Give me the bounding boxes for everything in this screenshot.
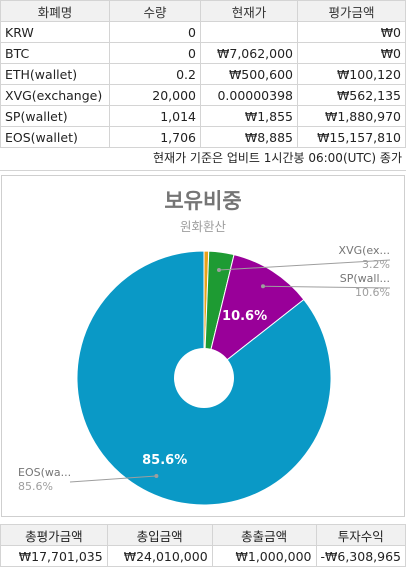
cell-currency: XVG(exchange) <box>0 84 110 106</box>
callout-name-3: EOS(wa... <box>18 466 71 479</box>
header-price: 현재가 <box>200 0 298 22</box>
cell-currency: BTC <box>0 42 110 64</box>
callout-dot-1 <box>217 268 221 272</box>
table-row: KRW 0 ₩0 <box>0 21 406 43</box>
callout-line-1 <box>218 259 391 271</box>
summary-value-row: ₩17,701,035 ₩24,010,000 ₩1,000,000 -₩6,3… <box>0 545 406 567</box>
table-row: SP(wallet) 1,014 ₩1,855 ₩1,880,970 <box>0 105 406 127</box>
cell-value: ₩562,135 <box>297 84 406 106</box>
summary-header-total-deposit: 총입금액 <box>106 524 213 546</box>
summary-total-withdraw: ₩1,000,000 <box>211 545 317 567</box>
callout-line-3 <box>69 475 157 483</box>
cell-currency: EOS(wallet) <box>0 126 110 148</box>
callout-pct-1: 3.2% <box>362 258 390 271</box>
header-value: 평가금액 <box>297 0 406 22</box>
table-row: BTC 0 ₩7,062,000 ₩0 <box>0 42 406 64</box>
cell-quantity: 1,706 <box>109 126 201 148</box>
cell-quantity: 0 <box>109 42 201 64</box>
cell-quantity: 0.2 <box>109 63 201 85</box>
cell-price: ₩7,062,000 <box>200 42 298 64</box>
summary-header-total-value: 총평가금액 <box>0 524 108 546</box>
slice-pct-label-3: 85.6% <box>142 453 187 468</box>
summary-total-deposit: ₩24,010,000 <box>106 545 213 567</box>
summary-header-total-withdraw: 총출금액 <box>211 524 317 546</box>
cell-quantity: 20,000 <box>109 84 201 106</box>
cell-value: ₩1,880,970 <box>297 105 406 127</box>
cell-value: ₩100,120 <box>297 63 406 85</box>
cell-currency: ETH(wallet) <box>0 63 110 85</box>
cell-value: ₩0 <box>297 42 406 64</box>
callout-dot-3 <box>154 474 159 478</box>
callout-line-2 <box>262 285 391 289</box>
table-row: ETH(wallet) 0.2 ₩500,600 ₩100,120 <box>0 63 406 85</box>
cell-price: ₩500,600 <box>200 63 298 85</box>
header-currency: 화폐명 <box>0 0 110 22</box>
pie-slice-3 <box>76 250 332 506</box>
cell-value: ₩15,157,810 <box>297 126 406 148</box>
summary-header-row: 총평가금액 총입금액 총출금액 투자수익 <box>0 524 406 546</box>
table-row: EOS(wallet) 1,706 ₩8,885 ₩15,157,810 <box>0 126 406 148</box>
chart-title: 보유비중 <box>164 189 241 213</box>
cell-currency: KRW <box>0 21 110 43</box>
cell-value: ₩0 <box>297 21 406 43</box>
cell-price: 0.00000398 <box>200 84 298 106</box>
holdings-header-row: 화폐명 수량 현재가 평가금액 <box>0 0 406 22</box>
holdings-table: 화폐명 수량 현재가 평가금액 KRW 0 ₩0 BTC 0 ₩7,062,00… <box>0 0 406 148</box>
cell-quantity: 1,014 <box>109 105 201 127</box>
price-basis-note: 현재가 기준은 업비트 1시간봉 06:00(UTC) 종가 <box>0 146 406 171</box>
header-quantity: 수량 <box>109 0 201 22</box>
summary-header-profit: 투자수익 <box>315 524 406 546</box>
cell-quantity: 0 <box>109 21 201 43</box>
holdings-pie-chart: 보유비중 원화환산 10.6% 85.6% XVG(ex... 3.2% SP(wall… <box>1 175 405 517</box>
cell-price: ₩1,855 <box>200 105 298 127</box>
table-row: XVG(exchange) 20,000 0.00000398 ₩562,135 <box>0 84 406 106</box>
cell-price: ₩8,885 <box>200 126 298 148</box>
donut-hole <box>174 348 234 408</box>
slice-pct-label-2: 10.6% <box>222 309 267 324</box>
pie-slice-2 <box>203 253 305 380</box>
summary-total-value: ₩17,701,035 <box>0 545 108 567</box>
callout-pct-2: 10.6% <box>355 286 390 299</box>
chart-subtitle: 원화환산 <box>180 219 227 234</box>
callout-name-2: SP(wall... <box>340 272 390 285</box>
cell-currency: SP(wallet) <box>0 105 110 127</box>
callout-pct-3: 85.6% <box>18 480 53 493</box>
summary-profit: -₩6,308,965 <box>315 545 406 567</box>
summary-table: 총평가금액 총입금액 총출금액 투자수익 ₩17,701,035 ₩24,010… <box>0 524 406 567</box>
pie-chart-svg: 보유비중 원화환산 10.6% 85.6% XVG(ex...3.2%SP(wall… <box>18 189 391 506</box>
callout-name-1: XVG(ex... <box>339 244 390 257</box>
cell-price <box>200 21 298 43</box>
callout-dot-2 <box>261 284 265 289</box>
